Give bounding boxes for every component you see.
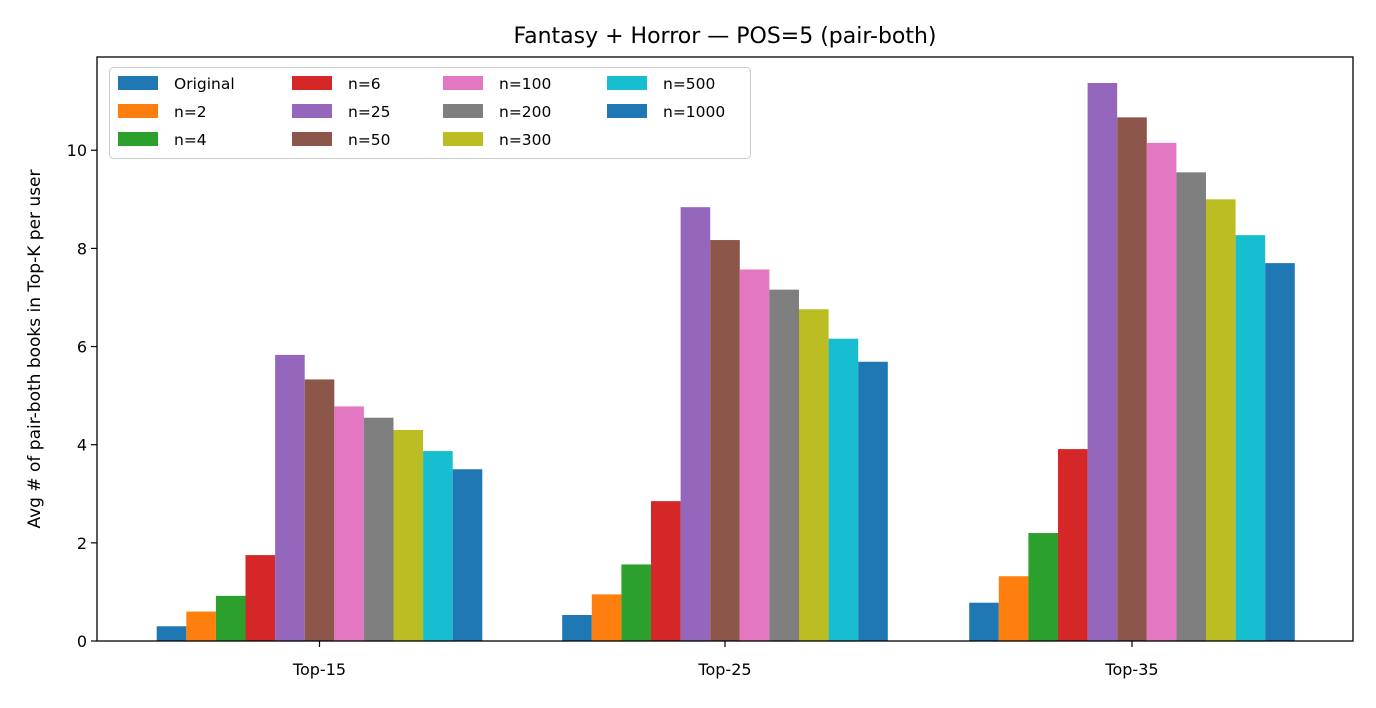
bar-Top-35-n=500 xyxy=(1235,235,1266,641)
y-tick-label: 0 xyxy=(77,632,87,651)
y-axis-label: Avg # of pair-both books in Top-K per us… xyxy=(25,169,45,528)
bar-Top-25-n=500 xyxy=(828,338,859,641)
legend-swatch xyxy=(443,104,483,118)
bar-Top-15-Original xyxy=(156,626,187,641)
bar-Top-25-Original xyxy=(562,614,592,641)
legend-label: n=200 xyxy=(499,103,551,121)
bar-Top-25-n=50 xyxy=(710,240,740,642)
legend-label: n=300 xyxy=(499,131,551,149)
bars-group xyxy=(156,83,1295,642)
bar-Top-25-n=100 xyxy=(739,269,770,641)
legend-swatch xyxy=(607,76,647,90)
bar-Top-15-n=1000 xyxy=(452,469,483,641)
legend-swatch xyxy=(292,76,332,90)
legend-swatch xyxy=(607,104,647,118)
bar-Top-35-n=2 xyxy=(998,576,1029,641)
legend-swatch xyxy=(118,76,158,90)
legend-label: n=4 xyxy=(174,131,207,149)
legend-label: n=2 xyxy=(174,103,207,121)
legend-label: n=100 xyxy=(499,75,551,93)
y-tick-label: 4 xyxy=(77,436,87,455)
legend-box xyxy=(109,67,751,159)
legend-label: n=500 xyxy=(663,75,715,93)
bar-Top-15-n=300 xyxy=(393,429,424,641)
bar-Top-15-n=25 xyxy=(275,354,305,641)
legend-label: Original xyxy=(174,75,235,93)
x-tick-label: Top-25 xyxy=(697,660,751,679)
bar-Top-35-n=25 xyxy=(1087,83,1118,641)
bar-Top-15-n=200 xyxy=(363,417,394,641)
bar-Top-25-n=6 xyxy=(651,501,681,641)
legend-label: n=6 xyxy=(348,75,381,93)
legend: Original n=2 n=4 n=6 n=25 n=50 n=100 n=200 n=300… xyxy=(109,67,751,159)
legend-swatch xyxy=(292,104,332,118)
bar-Top-25-n=4 xyxy=(621,564,651,641)
bar-Top-25-n=1000 xyxy=(858,361,888,641)
y-tick-label: 2 xyxy=(77,534,87,553)
bar-Top-35-n=6 xyxy=(1058,449,1088,641)
bar-Top-35-n=1000 xyxy=(1265,263,1295,641)
bar-Top-15-n=100 xyxy=(334,406,364,641)
legend-swatch xyxy=(118,104,158,118)
bar-Top-35-n=200 xyxy=(1176,172,1206,641)
bar-Top-35-Original xyxy=(969,602,999,641)
x-tick-label: Top-15 xyxy=(292,660,346,679)
x-axis: Top-15 Top-25 Top-35 xyxy=(292,641,1159,679)
bar-Top-25-n=25 xyxy=(680,207,711,642)
bar-Top-25-n=2 xyxy=(591,594,622,641)
bar-Top-35-n=100 xyxy=(1146,142,1177,641)
legend-label: n=25 xyxy=(348,103,391,121)
bar-Top-15-n=2 xyxy=(186,611,216,641)
bar-Top-15-n=500 xyxy=(423,451,453,641)
bar-Top-35-n=4 xyxy=(1028,533,1058,641)
legend-label: n=50 xyxy=(348,131,391,149)
bar-Top-35-n=300 xyxy=(1206,199,1236,641)
bar-Top-15-n=4 xyxy=(215,595,246,641)
y-tick-label: 6 xyxy=(77,338,87,357)
bar-Top-25-n=200 xyxy=(769,289,799,641)
bar-Top-15-n=6 xyxy=(245,555,276,641)
legend-label: n=1000 xyxy=(663,103,725,121)
chart-title: Fantasy + Horror — POS=5 (pair-both) xyxy=(513,24,936,49)
x-tick-label: Top-35 xyxy=(1104,660,1158,679)
bar-Top-25-n=300 xyxy=(799,309,829,641)
plot-area-frame xyxy=(96,56,1354,642)
legend-swatch xyxy=(118,132,158,146)
legend-swatch xyxy=(443,76,483,90)
y-tick-label: 10 xyxy=(67,141,87,160)
legend-swatch xyxy=(443,132,483,146)
y-axis: 0 2 4 6 8 10 xyxy=(67,141,97,651)
y-tick-label: 8 xyxy=(77,239,87,258)
legend-swatch xyxy=(292,132,332,146)
bar-Top-15-n=50 xyxy=(304,379,335,641)
bar-Top-35-n=50 xyxy=(1117,117,1147,642)
